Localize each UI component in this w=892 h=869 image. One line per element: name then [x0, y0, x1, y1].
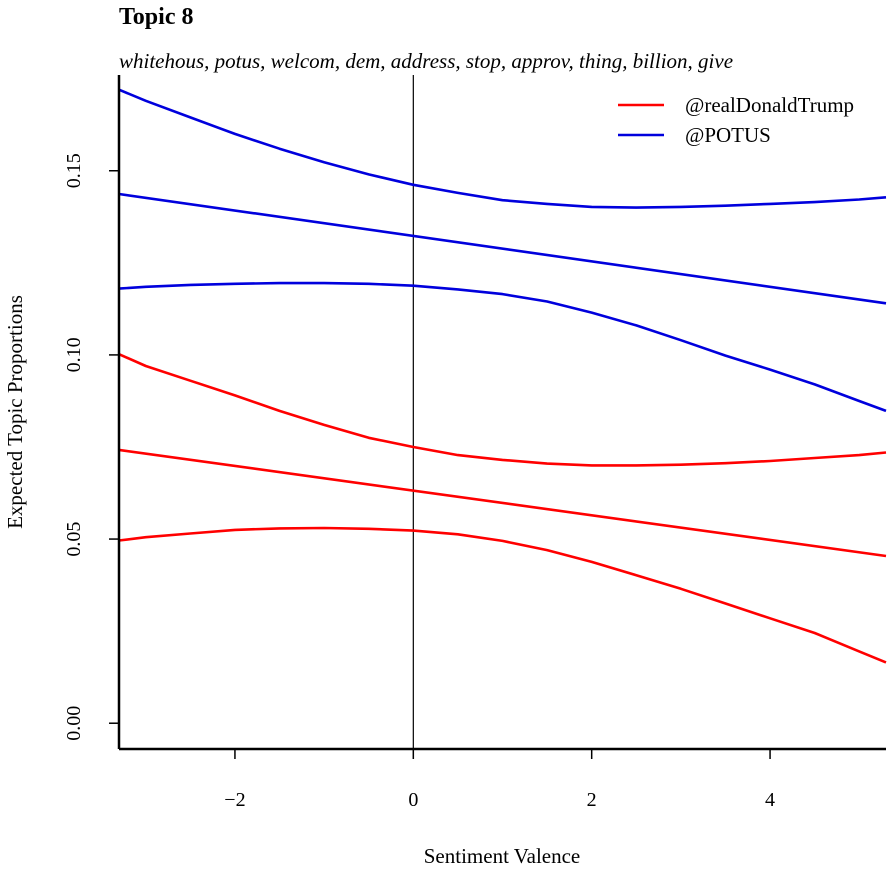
legend-label-potus: @POTUS	[685, 123, 771, 147]
y-tick-label: 0.05	[63, 522, 85, 557]
x-axis-ticks: −2 0 2 4	[224, 749, 775, 811]
x-tick-label: 0	[408, 789, 418, 811]
x-axis-label: Sentiment Valence	[424, 844, 581, 868]
y-tick-label: 0.10	[63, 337, 85, 372]
y-tick-label: 0.15	[63, 153, 85, 188]
series-trump-lower-line	[118, 526, 887, 664]
y-axis-ticks: 0.00 0.05 0.10 0.15	[63, 153, 119, 741]
y-tick-label: 0.00	[63, 706, 85, 741]
x-tick-label: −2	[224, 789, 245, 811]
chart-title: Topic 8	[119, 4, 193, 30]
x-tick-label: 2	[587, 789, 597, 811]
series-potus-lower-line	[118, 281, 887, 413]
plot-area	[118, 75, 887, 749]
series-potus-estimate-line	[118, 192, 887, 305]
series-trump-upper-line	[118, 353, 887, 467]
series-potus-upper-line	[118, 88, 887, 209]
x-tick-label: 4	[765, 789, 775, 811]
y-axis-label: Expected Topic Proportions	[3, 295, 27, 529]
chart-subtitle: whitehous, potus, welcom, dem, address, …	[119, 49, 733, 73]
legend-label-trump: @realDonaldTrump	[685, 93, 854, 117]
series-trump-estimate-line	[118, 448, 887, 558]
legend: @realDonaldTrump @POTUS	[618, 93, 854, 147]
